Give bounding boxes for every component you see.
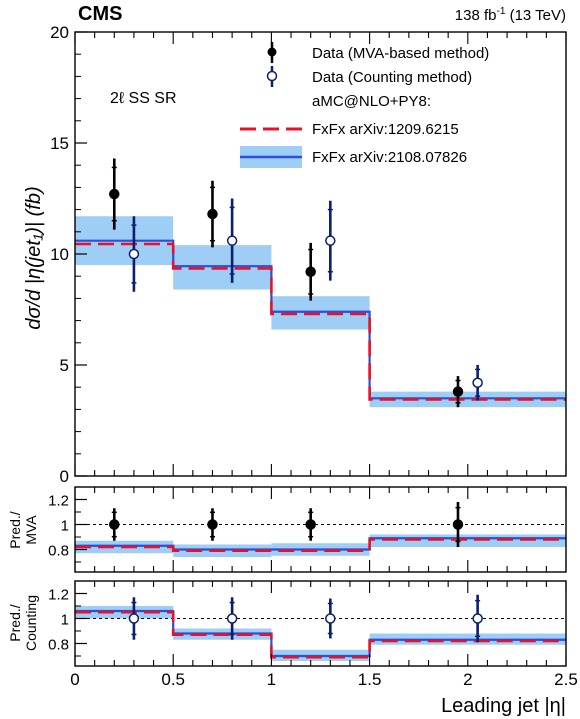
- legend-entry-counting: Data (Counting method): [266, 66, 472, 87]
- legend-entry-fxfx-2108: FxFx arXiv:2108.07826: [240, 146, 467, 168]
- x-tick-label: 1.5: [358, 670, 382, 689]
- ratio-mva-lines: [75, 537, 566, 553]
- counting-data-point: [325, 235, 336, 246]
- x-tick-label: 0: [70, 670, 79, 689]
- ratio-mva-points: [109, 502, 464, 547]
- ratio-counting-point: [128, 613, 140, 624]
- ratio-mva-title-line2: MVA: [23, 515, 39, 545]
- legend-entry-mva: Data (MVA-based method): [267, 42, 489, 63]
- ratio-counting-title-line1: Pred./: [7, 604, 23, 641]
- ratio-counting-panel: 0.8 1 1.2 0 0.5 1 1.5 2 2.5 Pred./ Counting Lea…: [7, 580, 578, 717]
- ratio-mva-y-axis: 0.8 1 1.2: [48, 486, 87, 563]
- mva-data-point: [109, 188, 120, 200]
- fxfx-1209-line: [75, 610, 566, 659]
- uncertainty-band-bin: [369, 391, 566, 408]
- legend-label-fxfx-2108: FxFx arXiv:2108.07826: [312, 149, 467, 166]
- counting-data-point: [128, 248, 140, 260]
- y-tick-label: 20: [50, 23, 69, 42]
- counting-data-point: [226, 235, 238, 246]
- ratio-mva-frame: [74, 486, 567, 573]
- ratio-mva-x-ticks: [74, 487, 567, 572]
- ratio-mva-point: [305, 519, 316, 530]
- ratio-counting-frame: [74, 580, 567, 667]
- x-tick-label: 0.5: [161, 670, 185, 689]
- ratio-mva-title-line1: Pred./: [7, 511, 23, 548]
- fxfx-1209-line: [75, 538, 566, 553]
- y-tick-label: 0: [60, 467, 69, 486]
- y-tick-label: 10: [50, 245, 69, 264]
- main-y-axis: 0 5 10 15 20: [50, 23, 87, 486]
- y-tick-label: 1: [61, 612, 69, 629]
- ratio-counting-lines: [75, 609, 566, 659]
- counting-data-point: [472, 377, 483, 389]
- ratio-counting-point: [325, 613, 336, 624]
- ratio-mva-panel: 0.8 1 1.2 Pred./ MVA: [7, 486, 567, 573]
- ratio-counting-points: [128, 594, 483, 643]
- legend: Data (MVA-based method) Data (Counting m…: [240, 42, 489, 168]
- mva-data-point: [207, 208, 218, 220]
- y-tick-label: 0.8: [48, 637, 69, 654]
- ratio-counting-point: [226, 613, 238, 624]
- legend-label-mva: Data (MVA-based method): [312, 45, 489, 62]
- mva-data-point: [305, 266, 316, 278]
- y-tick-label: 0.8: [48, 543, 69, 560]
- fxfx-1209-line: [75, 242, 566, 401]
- ratio-mva-point: [207, 519, 218, 530]
- experiment-label: CMS: [78, 3, 122, 25]
- y-tick-label: 1.2: [48, 587, 69, 604]
- ratio-counting-title-line2: Counting: [23, 595, 39, 651]
- x-tick-label: 1: [267, 670, 276, 689]
- ratio-counting-y-axis: 0.8 1 1.2: [48, 580, 87, 657]
- ratio-counting-band: [75, 606, 566, 661]
- ratio-mva-point: [452, 519, 464, 530]
- y-tick-label: 1: [61, 518, 69, 535]
- x-axis-title: Leading jet |η|: [441, 695, 566, 717]
- ratio-counting-point: [472, 613, 483, 624]
- prediction-lines: [75, 239, 566, 401]
- luminosity-label: 138 fb-1 (13 TeV): [455, 6, 566, 24]
- y-tick-label: 5: [60, 356, 69, 375]
- legend-label-fxfx-1209: FxFx arXiv:1209.6215: [312, 121, 459, 138]
- uncertainty-band-bin: [369, 534, 566, 547]
- ratio-mva-point: [109, 519, 120, 530]
- legend-entry-fxfx-1209: FxFx arXiv:1209.6215: [240, 121, 459, 138]
- y-tick-label: 15: [50, 134, 69, 153]
- legend-label-counting: Data (Counting method): [312, 69, 472, 86]
- legend-generator-label: aMC@NLO+PY8:: [312, 93, 431, 110]
- main-x-ticks: [74, 32, 567, 476]
- data-points: [109, 158, 483, 408]
- x-axis: 0 0.5 1 1.5 2 2.5: [70, 581, 578, 689]
- region-label: 2ℓ SS SR: [110, 90, 177, 107]
- x-tick-label: 2.5: [554, 670, 578, 689]
- mva-data-point: [452, 386, 464, 397]
- y-tick-label: 1.2: [48, 493, 69, 510]
- main-y-axis-title: dσ/d |η(jet₁)| (fb): [23, 186, 45, 329]
- main-panel: 0 5 10 15 20 dσ/d |η(jet₁)| (fb) 2ℓ SS SR Da…: [23, 23, 567, 486]
- x-tick-label: 2: [463, 670, 472, 689]
